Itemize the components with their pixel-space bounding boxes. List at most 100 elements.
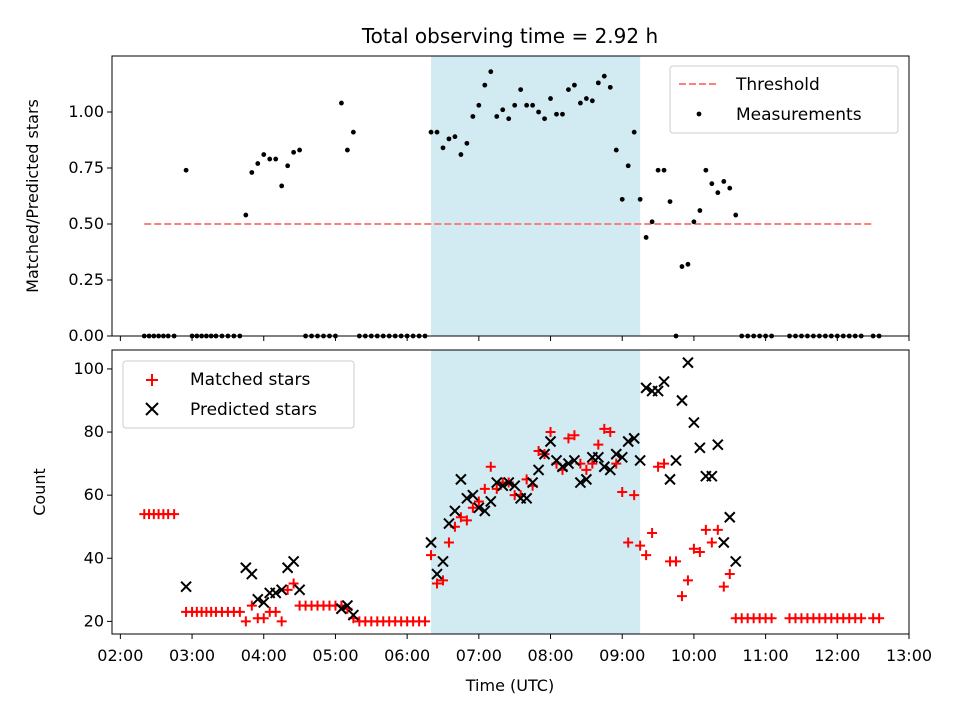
legend-measurements-marker [696,111,702,117]
matched-star-point [420,616,431,627]
matched-star-point [629,490,640,501]
y-tick-label: 0.00 [68,326,104,345]
predicted-star-point [634,454,646,467]
predicted-star-point [610,448,622,460]
matched-star-point [426,550,437,561]
predicted-star-point [670,454,682,467]
predicted-star-point [568,454,581,467]
measurement-point [583,96,589,101]
measurement-point [464,140,470,146]
predicted-star-point [437,555,449,568]
predicted-star-point [622,435,634,448]
measurement-point [339,100,344,106]
legend-predicted-marker [145,402,159,416]
measurement-point [446,136,452,142]
matched-star-point [587,458,598,469]
x-tick-label: 03:00 [169,646,215,665]
matched-star-point [682,575,693,586]
matched-star-point [437,575,448,586]
top-y-axis-label: Matched/Predicted stars [23,99,42,293]
matched-star-point [467,502,478,513]
measurement-point [560,111,565,117]
predicted-star-point [269,587,282,599]
predicted-star-point [532,464,545,476]
x-tick-label: 12:00 [814,646,860,665]
y-tick-label: 20 [84,611,104,630]
measurement-point [297,147,302,153]
measurement-point [183,167,189,173]
measurement-point [518,87,524,92]
x-tick-label: 08:00 [527,646,573,665]
y-tick-label: 40 [84,548,104,567]
measurement-point [255,161,261,166]
measurement-point [243,212,249,218]
measurement-point [536,109,541,115]
x-tick-label: 06:00 [384,646,430,665]
bottom-y-axis-label: Count [30,468,49,516]
matched-star-point [676,591,687,602]
matched-star-point [169,509,180,520]
measurement-point [578,100,583,106]
top-legend: Threshold Measurements [669,65,899,134]
predicted-star-point [335,603,348,615]
measurement-point [572,82,577,88]
measurement-point [428,129,434,135]
matched-star-point [234,606,245,617]
predicted-star-point [287,555,300,568]
predicted-star-point [443,517,455,530]
measurement-point [637,196,643,202]
predicted-star-point [712,438,724,451]
measurement-point [667,199,673,205]
bottom-panel: 20 40 60 80 100 02:00 03:00 04:00 05:00 06:00 07:… [30,349,932,695]
measurement-point [607,84,613,90]
measurement-point [709,181,715,187]
predicted-star-point [724,511,736,523]
bottom-axes-frame [111,349,910,635]
matched-star-point [617,487,628,497]
matched-star-point [455,512,466,523]
matched-star-point [718,581,729,592]
predicted-star-point [544,435,557,448]
measurement-point [482,82,488,88]
matched-star-point [647,528,658,539]
legend-matched-marker [146,374,158,386]
predicted-star-point [491,476,503,489]
predicted-star-point [730,555,742,568]
matched-star-point [653,461,664,472]
matched-star-point [659,458,670,469]
y-tick-label: 80 [84,422,104,441]
predicted-star-point [180,580,192,593]
matched-star-point [581,464,592,475]
legend-predicted-label: Predicted stars [190,400,317,420]
matched-star-point [276,616,287,627]
bot-highlight-span [431,350,641,634]
bottom-legend: Matched stars Predicted stars [122,360,355,429]
predicted-star-point [449,505,461,517]
measurement-point [261,152,267,157]
measurement-point [267,156,273,162]
measurement-point [691,219,697,225]
x-axis-label: Time (UTC) [465,676,554,695]
x-tick-label: 02:00 [97,646,143,665]
matched-star-point [856,613,867,624]
predicted-star-point [258,596,270,609]
x-tick-label: 07:00 [456,646,502,665]
matched-star-point [611,458,622,469]
x-tick-label: 10:00 [671,646,717,665]
measurement-point [494,114,500,119]
measurement-point [613,147,619,153]
measurement-point [542,116,547,122]
matched-star-point [443,537,454,548]
y-tick-label: 0.50 [68,214,104,233]
measurement-point [530,102,536,108]
predicted-star-point [592,451,605,463]
matched-star-point [688,543,699,554]
measurement-point [452,134,458,140]
measurement-point [697,208,703,213]
predicted-star-point [538,448,551,460]
measurement-point [350,129,356,135]
matched-star-point [623,537,634,548]
predicted-star-point [497,479,509,492]
chart-title: Total observing time = 2.92 h [361,24,658,48]
matched-star-point [240,616,251,627]
